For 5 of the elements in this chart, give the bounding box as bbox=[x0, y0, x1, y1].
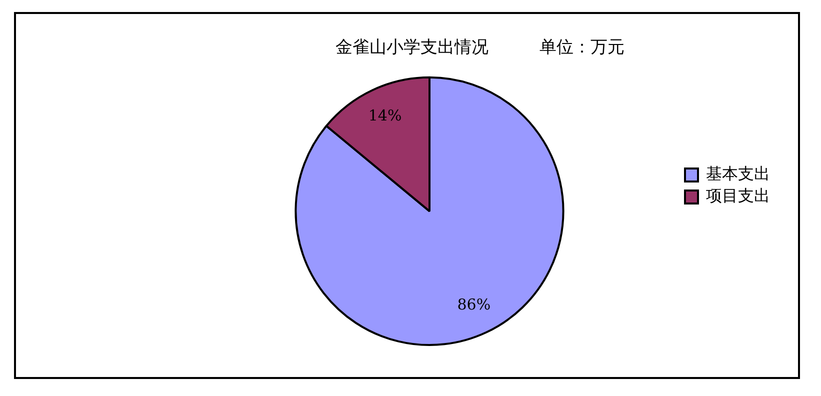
legend-label: 基本支出 bbox=[706, 164, 770, 184]
chart-title: 金雀山小学支出情况 单位：万元 bbox=[336, 38, 624, 58]
data-label: 14% bbox=[368, 106, 402, 125]
legend-label: 项目支出 bbox=[706, 186, 770, 206]
data-label: 86% bbox=[457, 296, 491, 314]
